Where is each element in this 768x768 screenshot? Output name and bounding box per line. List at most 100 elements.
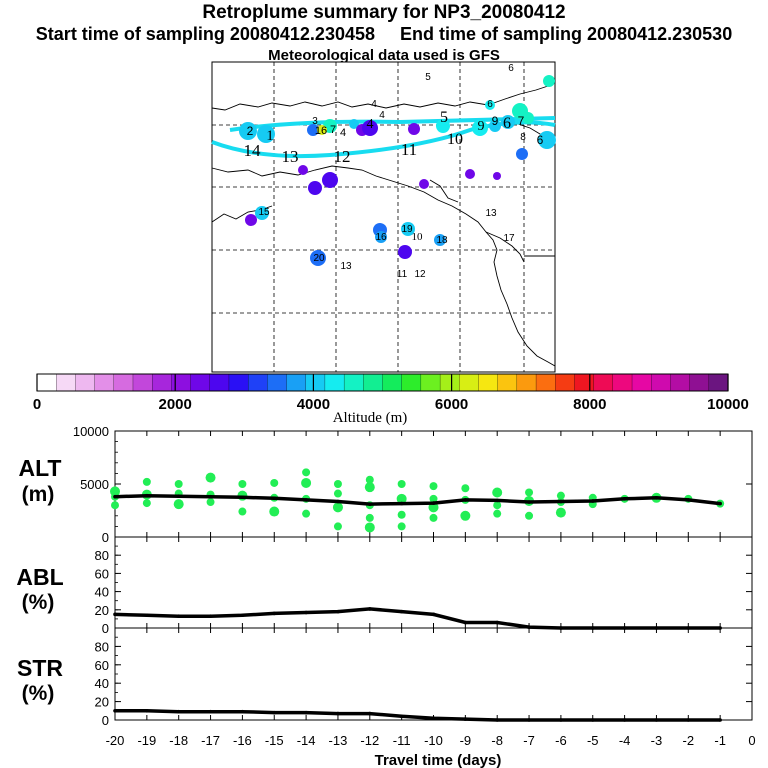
y-tick-label: 0 xyxy=(102,530,109,545)
map-label: 17 xyxy=(503,233,515,244)
map-marker xyxy=(465,169,475,179)
x-axis-title: Travel time (days) xyxy=(375,752,502,768)
series-point xyxy=(718,501,722,506)
map-marker xyxy=(472,120,488,136)
map-label: 6 xyxy=(537,133,544,147)
map-marker xyxy=(434,234,446,246)
colorbar-cell xyxy=(324,373,345,392)
panel-str: 0 20 40 60 80 STR(%) xyxy=(17,627,753,728)
map-marker xyxy=(257,125,275,143)
scatter-point xyxy=(206,498,215,507)
colorbar-cell xyxy=(305,373,326,392)
map-label: 12 xyxy=(334,147,351,166)
colorbar-cell xyxy=(190,373,211,392)
scatter-point xyxy=(493,509,502,518)
colorbar-cell xyxy=(363,373,384,392)
x-tick-label: -10 xyxy=(424,733,443,748)
scatter-point xyxy=(111,501,119,510)
x-tick-label: -17 xyxy=(201,733,220,748)
map-label: 10 xyxy=(412,231,424,243)
series-point xyxy=(686,498,691,502)
series-point xyxy=(431,501,436,505)
x-tick-label: -5 xyxy=(587,733,599,748)
colorbar-tick-label: 4000 xyxy=(297,396,330,413)
map-label: 5 xyxy=(425,72,431,83)
series-point xyxy=(240,613,245,618)
colorbar-cell xyxy=(555,373,575,392)
series-point xyxy=(399,714,404,719)
x-tick-label: -18 xyxy=(169,733,188,748)
x-tick-label: -20 xyxy=(106,733,125,748)
map-label: 4 xyxy=(371,99,377,110)
series-point xyxy=(176,709,181,714)
colorbar-cell xyxy=(56,373,76,392)
colorbar-cell xyxy=(497,373,518,392)
map-marker xyxy=(310,250,326,266)
series-point xyxy=(304,498,308,502)
map-label: 9 xyxy=(492,114,499,128)
x-tick-label: -9 xyxy=(460,733,472,748)
series-point xyxy=(463,717,468,721)
y-tick-label: 60 xyxy=(95,566,109,581)
panel-unit: (%) xyxy=(22,682,55,705)
scatter-point xyxy=(397,522,406,531)
scatter-point xyxy=(110,486,120,497)
series-point xyxy=(208,614,213,618)
scatter-point xyxy=(302,509,311,518)
map-label: 6 xyxy=(487,99,493,110)
panel-label: ABL xyxy=(16,564,63,590)
map-marker xyxy=(398,245,412,259)
colorbar-cell xyxy=(459,373,480,392)
panel-label: ALT xyxy=(18,455,61,481)
x-tick-label: -8 xyxy=(491,733,503,748)
colorbar-tick-label: 2000 xyxy=(159,396,192,413)
scatter-point xyxy=(397,480,406,488)
colorbar-cell xyxy=(612,373,633,392)
colorbar-cell xyxy=(401,373,422,392)
scatter-point xyxy=(205,472,216,483)
series-point xyxy=(240,709,245,714)
map-marker xyxy=(543,75,555,87)
colorbar-cell xyxy=(171,373,192,392)
series-point xyxy=(463,498,468,502)
scatter-point xyxy=(174,480,183,488)
map-marker xyxy=(522,112,534,124)
scatter-point xyxy=(525,488,534,497)
x-tick-label: -6 xyxy=(555,733,567,748)
y-tick-label: 40 xyxy=(95,585,109,600)
colorbar-ticks: 0 2000 4000 6000 8000 10000 xyxy=(33,374,749,413)
series-point xyxy=(590,718,595,722)
map-label: 8 xyxy=(520,132,526,143)
colorbar-cell xyxy=(631,373,652,392)
series-point xyxy=(590,499,595,503)
y-tick-label: 60 xyxy=(95,658,109,673)
map-label: 9 xyxy=(478,119,485,134)
panel-unit: (%) xyxy=(22,591,55,614)
colorbar-tick-label: 0 xyxy=(33,396,41,413)
map-marker xyxy=(239,122,257,140)
x-axis: -20 -19 -18 -17 -16 -15 -14 -13 -12 -11 -10 -9 -8 -7-… xyxy=(106,733,756,748)
colorbar-cell xyxy=(651,373,671,392)
map-marker xyxy=(362,120,378,136)
scatter-point xyxy=(460,510,471,521)
panel-alt: 0 5000 10000 ALT(m) xyxy=(18,424,753,545)
map-label: 13 xyxy=(282,147,299,166)
series-point xyxy=(304,610,308,615)
colorbar-cell xyxy=(209,373,230,392)
map-label: 7 xyxy=(330,124,336,136)
y-tick-label: 10000 xyxy=(73,424,109,439)
scatter-point xyxy=(333,480,342,488)
series-point xyxy=(208,709,213,714)
colorbar-cell xyxy=(516,373,537,392)
x-tick-label: -2 xyxy=(683,733,695,748)
map-marker xyxy=(298,165,308,175)
series-point xyxy=(272,496,277,501)
scatter-point xyxy=(556,491,565,500)
map-marker xyxy=(401,222,415,236)
map-markers xyxy=(239,75,556,266)
series-point xyxy=(176,614,181,618)
x-tick-label: -14 xyxy=(297,733,316,748)
map-marker xyxy=(245,214,257,226)
series-point xyxy=(463,620,468,625)
scatter-point xyxy=(364,482,375,493)
